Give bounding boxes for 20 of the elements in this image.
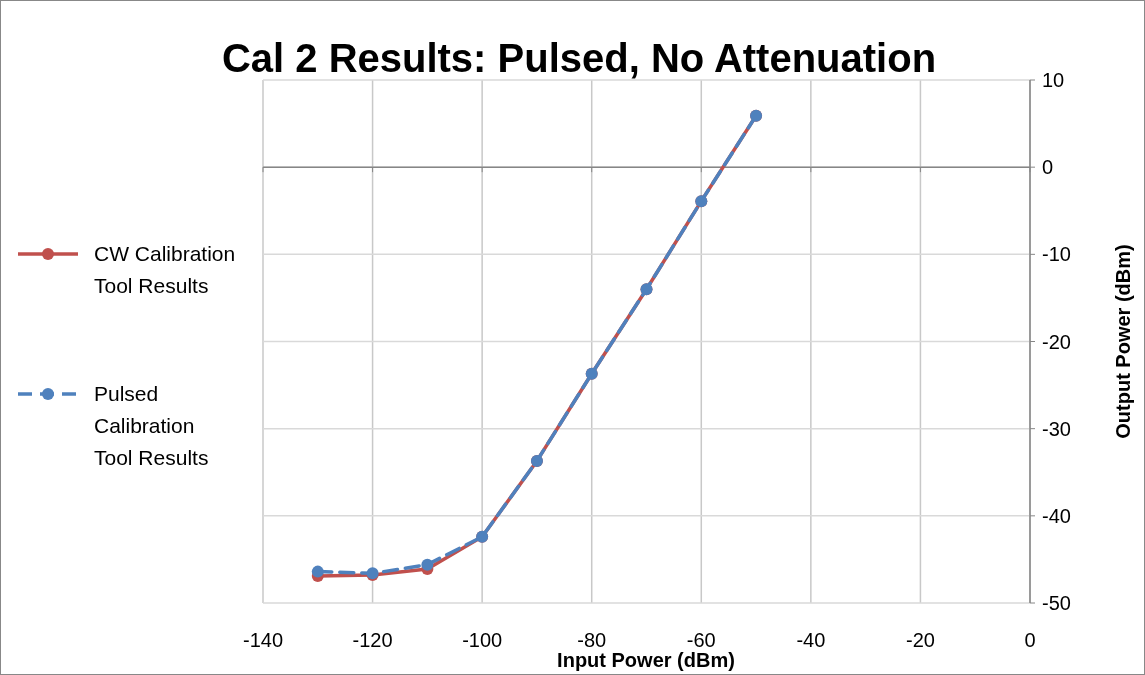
x-tick-label: 0 [1024,629,1036,651]
y-tick-label: -40 [1042,504,1071,527]
legend-label: CW Calibration Tool Results [94,242,236,297]
x-tick-label: -20 [905,629,935,651]
x-tick-label: -60 [686,629,716,651]
y-tick-label: 0 [1042,156,1054,179]
y-tick-label: -20 [1042,330,1071,353]
legend-label: Pulsed Calibration Tool Results [94,382,209,469]
chart-title: Cal 2 Results: Pulsed, No Attenuation [221,36,937,80]
y-axis-title: Output Power (dBm) [1112,244,1134,439]
y-tick-label: -10 [1042,243,1071,266]
y-tick-label: -50 [1042,592,1071,614]
x-tick-label: -100 [462,629,503,651]
x-tick-label: -80 [577,629,607,651]
x-axis-title: Input Power (dBm) [557,649,735,671]
x-tick-label: -120 [352,629,393,651]
x-tick-label: -140 [242,629,284,651]
y-tick-label: 10 [1042,69,1065,91]
x-tick-label: -40 [796,629,826,651]
y-tick-label: -30 [1042,417,1071,440]
